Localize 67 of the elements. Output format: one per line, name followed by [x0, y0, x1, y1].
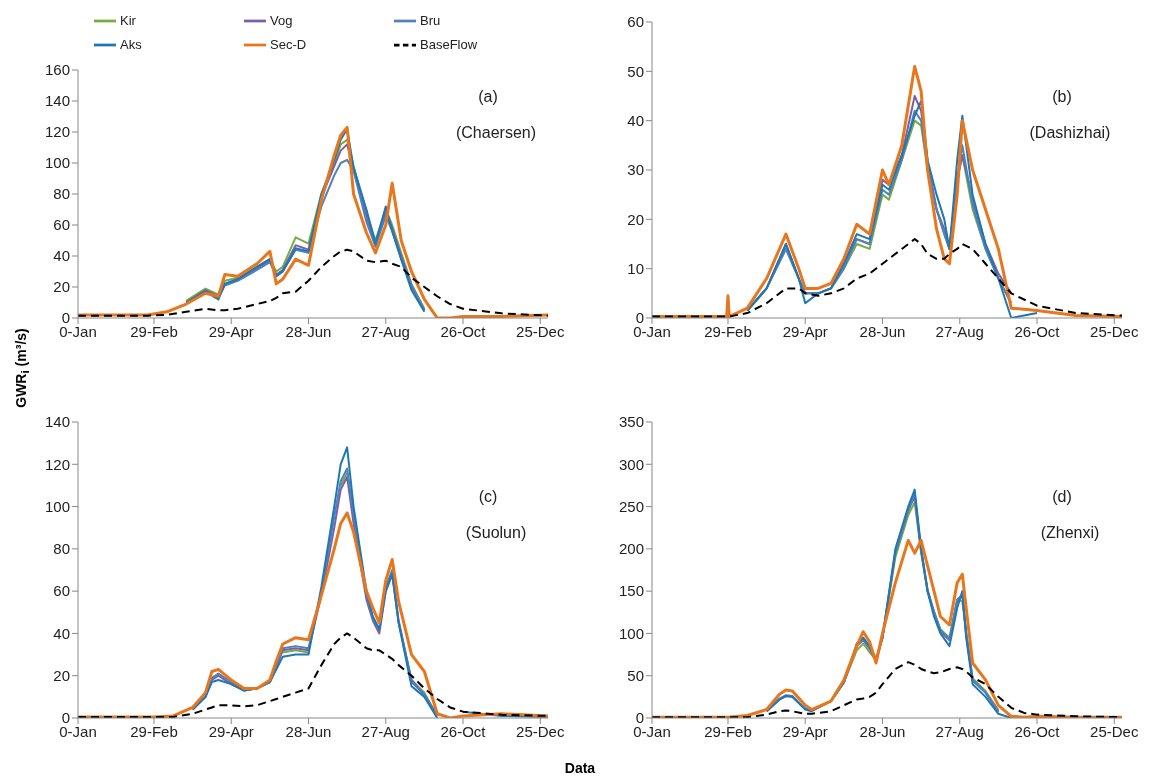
y-tick-label: 20 [53, 278, 70, 296]
x-tick-label: 25-Dec [516, 322, 565, 340]
y-tick-label: 60 [53, 582, 70, 600]
x-tick-label: 29-Feb [704, 722, 752, 740]
x-tick-label: 26-Oct [440, 722, 487, 740]
annotation: (d) [1051, 488, 1073, 506]
y-tick-label: 300 [618, 455, 644, 473]
y-tick-label: 120 [44, 455, 70, 473]
y-tick-label: 80 [53, 185, 70, 203]
x-axis-title: Data [563, 760, 597, 776]
x-tick-label: 29-Apr [208, 322, 254, 340]
y-tick-label: 160 [44, 61, 70, 79]
y-tick-label: 40 [53, 624, 70, 642]
annotation: (a) [477, 88, 499, 106]
y-tick-label: 80 [53, 540, 70, 558]
legend-label: Sec-D [270, 36, 307, 52]
x-tick-label: 27-Aug [361, 322, 410, 340]
y-tick-label: 20 [53, 667, 70, 685]
annotation: (c) [477, 488, 499, 506]
x-tick-label: 27-Aug [935, 322, 984, 340]
y-tick-label: 60 [53, 216, 70, 234]
y-tick-label: 10 [627, 259, 644, 277]
y-tick-label: 60 [627, 13, 644, 31]
x-tick-label: 29-Apr [782, 722, 828, 740]
y-tick-label: 100 [44, 497, 70, 515]
x-tick-label: 28-Jun [859, 722, 906, 740]
legend-label: Vog [270, 12, 293, 28]
annotation: (b) [1051, 88, 1073, 106]
x-tick-label: 25-Dec [516, 722, 565, 740]
x-tick-label: 28-Jun [285, 722, 332, 740]
y-tick-label: 40 [627, 111, 644, 129]
x-tick-label: 29-Apr [208, 722, 254, 740]
legend-label: Kir [120, 12, 136, 28]
annotation: (Zhenxi) [1039, 524, 1101, 542]
y-tick-label: 50 [627, 62, 644, 80]
x-tick-label: 29-Apr [782, 322, 828, 340]
x-tick-label: 29-Feb [130, 322, 178, 340]
annotation: (Chaersen) [455, 124, 537, 142]
y-tick-label: 200 [618, 540, 644, 558]
x-tick-label: 27-Aug [935, 722, 984, 740]
y-tick-label: 50 [627, 667, 644, 685]
y-tick-label: 100 [44, 154, 70, 172]
x-tick-label: 26-Oct [1014, 322, 1061, 340]
y-tick-label: 100 [618, 624, 644, 642]
x-tick-label: 27-Aug [361, 722, 410, 740]
legend-label: BaseFlow [420, 36, 478, 52]
x-tick-label: 25-Dec [1090, 722, 1139, 740]
y-tick-label: 40 [53, 247, 70, 265]
y-tick-label: 20 [627, 210, 644, 228]
y-tick-label: 140 [44, 413, 70, 431]
x-tick-label: 28-Jun [859, 322, 906, 340]
legend-label: Bru [420, 12, 441, 28]
annotation: (Suolun) [464, 524, 528, 542]
y-tick-label: 120 [44, 123, 70, 141]
x-tick-label: 28-Jun [285, 322, 332, 340]
x-tick-label: 26-Oct [440, 322, 487, 340]
y-tick-label: 150 [618, 582, 644, 600]
legend-label: Aks [120, 36, 142, 52]
y-tick-label: 30 [627, 161, 644, 179]
x-tick-label: 29-Feb [130, 722, 178, 740]
y-tick-label: 350 [618, 413, 644, 431]
x-tick-label: 26-Oct [1014, 722, 1061, 740]
x-tick-label: 25-Dec [1090, 322, 1139, 340]
y-tick-label: 140 [44, 92, 70, 110]
x-tick-label: 29-Feb [704, 322, 752, 340]
annotation: (Dashizhai) [1028, 124, 1112, 142]
y-tick-label: 250 [618, 497, 644, 515]
